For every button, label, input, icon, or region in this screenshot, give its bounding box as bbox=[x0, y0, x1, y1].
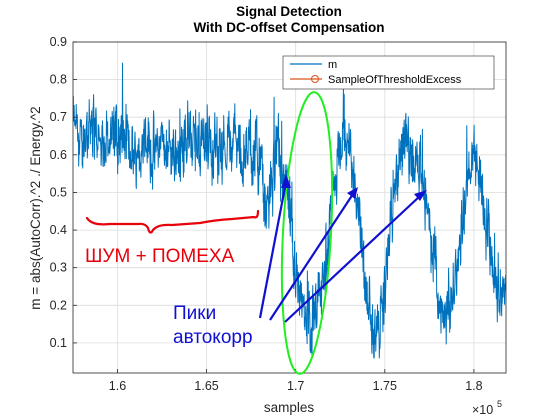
legend-label-m: m bbox=[328, 59, 337, 71]
grid-lines bbox=[73, 41, 506, 373]
x-axis-label: samples bbox=[264, 400, 315, 415]
y-tick-label: 0.4 bbox=[50, 223, 67, 237]
x-tick-label: 1.6 bbox=[109, 379, 126, 393]
arrow-3-shaft bbox=[284, 195, 421, 323]
y-ticks: 0.1 0.2 0.3 0.4 0.5 0.6 0.7 0.8 0.9 bbox=[50, 35, 77, 350]
annotation-noise-label: ШУМ + ПОМЕХА bbox=[85, 246, 235, 267]
chart-title: Signal Detection bbox=[236, 4, 342, 19]
x-exponent: ×10 5 bbox=[472, 399, 502, 417]
axes-box bbox=[72, 41, 507, 374]
arrow-1-shaft bbox=[258, 181, 288, 319]
x-exponent-power: 5 bbox=[497, 399, 502, 409]
legend-box bbox=[282, 55, 495, 90]
blue-annotation-arrows bbox=[258, 174, 427, 323]
y-tick-label: 0.2 bbox=[50, 298, 67, 312]
red-annotation-curve bbox=[85, 209, 260, 234]
x-tick-label: 1.7 bbox=[287, 379, 304, 393]
y-tick-label: 0.1 bbox=[50, 336, 67, 350]
arrow-3-head bbox=[414, 190, 427, 201]
x-ticks: 1.6 1.65 1.7 1.75 1.8 bbox=[109, 369, 483, 393]
y-tick-label: 0.9 bbox=[50, 35, 67, 49]
arrow-2-head bbox=[347, 187, 358, 199]
y-axis-label: m = abs(AutoCorr).^2 ./ Energy.^2 bbox=[28, 106, 43, 309]
chart-subtitle: With DC-offset Compensation bbox=[193, 20, 384, 35]
y-tick-label: 0.6 bbox=[50, 148, 67, 162]
arrow-1-head bbox=[281, 174, 291, 188]
series-m-line bbox=[73, 62, 506, 359]
y-tick-label: 0.5 bbox=[50, 186, 67, 200]
legend-marker-threshold bbox=[311, 75, 319, 83]
green-annotation-ellipse bbox=[280, 91, 334, 375]
legend-label-threshold: SampleOfThresholdExcess bbox=[328, 74, 462, 86]
legend: m SampleOfThresholdExcess bbox=[282, 55, 495, 90]
x-tick-label: 1.75 bbox=[373, 379, 397, 393]
x-exponent-base: ×10 bbox=[472, 403, 493, 417]
x-tick-label: 1.65 bbox=[194, 379, 218, 393]
annotation-peaks-label: Пики bbox=[173, 303, 216, 324]
y-tick-label: 0.3 bbox=[50, 261, 67, 275]
arrow-2-shaft bbox=[269, 193, 354, 321]
y-tick-label: 0.7 bbox=[50, 110, 67, 124]
x-tick-label: 1.8 bbox=[465, 379, 482, 393]
y-tick-label: 0.8 bbox=[50, 73, 67, 87]
annotation-autocorr-label: автокорр bbox=[173, 327, 253, 348]
